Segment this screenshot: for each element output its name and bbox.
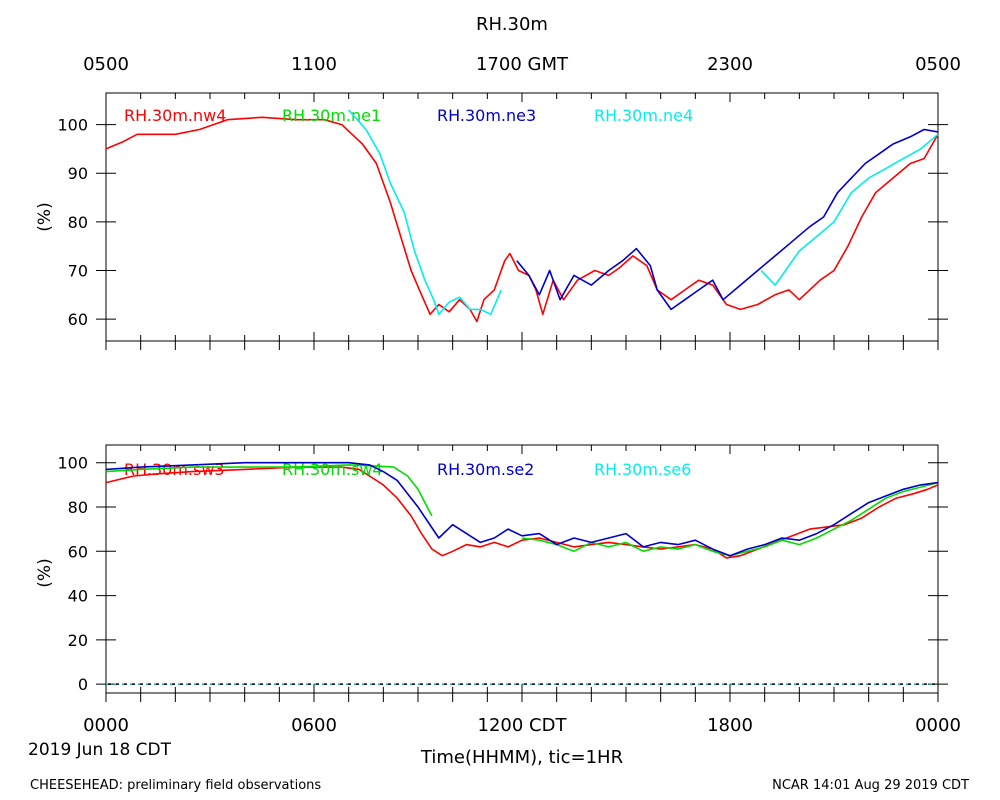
y-tick-label: 20 bbox=[68, 631, 88, 650]
chart-title: RH.30m bbox=[476, 14, 548, 35]
bottom-tick-label: 1200 CDT bbox=[478, 715, 568, 736]
y-tick-label: 90 bbox=[68, 164, 88, 183]
footer-left: CHEESEHEAD: preliminary field observatio… bbox=[30, 778, 321, 793]
series-line-RH.30m.sw3 bbox=[105, 466, 939, 559]
y-tick-label: 40 bbox=[68, 587, 88, 606]
series-line-RH.30m.se2 bbox=[105, 461, 939, 557]
series-line-RH.30m.nw4 bbox=[105, 116, 939, 323]
y-tick-label: 80 bbox=[68, 498, 88, 517]
y-tick-label: 80 bbox=[68, 213, 88, 232]
y-axis-label: (%) bbox=[35, 558, 55, 587]
bottom-tick-label: 0600 bbox=[291, 715, 337, 736]
top-tick-label: 2300 bbox=[707, 54, 753, 75]
bottom-axis-labels: 0000 0600 1200 CDT 1800 0000 bbox=[83, 715, 961, 736]
y-tick-label: 70 bbox=[68, 261, 88, 280]
date-label: 2019 Jun 18 CDT bbox=[28, 740, 172, 760]
legend-entry: RH.30m.nw4 bbox=[124, 106, 226, 125]
series-line-RH.30m.sw4 bbox=[105, 464, 433, 517]
legend-entry: RH.30m.se6 bbox=[594, 460, 691, 479]
series-line-RH.30m.ne3 bbox=[516, 128, 939, 311]
legend-entry: RH.30m.ne3 bbox=[437, 106, 536, 125]
top-axis-labels: 0500 1100 1700 GMT 2300 0500 bbox=[83, 54, 961, 75]
y-tick-label: 100 bbox=[57, 454, 88, 473]
y-tick-label: 0 bbox=[78, 675, 88, 694]
top-tick-label: 1700 GMT bbox=[476, 54, 569, 75]
series-line-RH.30m.ne4 bbox=[348, 109, 502, 316]
legend-entry: RH.30m.ne1 bbox=[282, 106, 381, 125]
top-tick-label: 1100 bbox=[291, 54, 337, 75]
legend-entry: RH.30m.sw4 bbox=[282, 460, 383, 479]
plot-frame bbox=[105, 92, 939, 342]
legend-entry: RH.30m.ne4 bbox=[594, 106, 693, 125]
footer-right: NCAR 14:01 Aug 29 2019 CDT bbox=[772, 778, 969, 793]
bottom-tick-label: 0000 bbox=[915, 715, 961, 736]
plot-frame bbox=[105, 444, 939, 694]
top-panel: 60 70 80 90 100 (%) RH.30m.nw4 RH.30m.ne1 RH.30m… bbox=[35, 92, 948, 350]
legend-entry: RH.30m.se2 bbox=[437, 460, 534, 479]
series-line-RH.30m.ne4 bbox=[760, 133, 939, 286]
y-tick-label: 60 bbox=[68, 542, 88, 561]
y-tick-label: 60 bbox=[68, 310, 88, 329]
top-tick-label: 0500 bbox=[915, 54, 961, 75]
bottom-tick-label: 0000 bbox=[83, 715, 129, 736]
top-tick-label: 0500 bbox=[83, 54, 129, 75]
x-axis-label: Time(HHMM), tic=1HR bbox=[420, 747, 623, 768]
y-tick-label: 100 bbox=[57, 116, 88, 135]
bottom-tick-label: 1800 bbox=[707, 715, 753, 736]
y-axis-label: (%) bbox=[35, 202, 55, 231]
